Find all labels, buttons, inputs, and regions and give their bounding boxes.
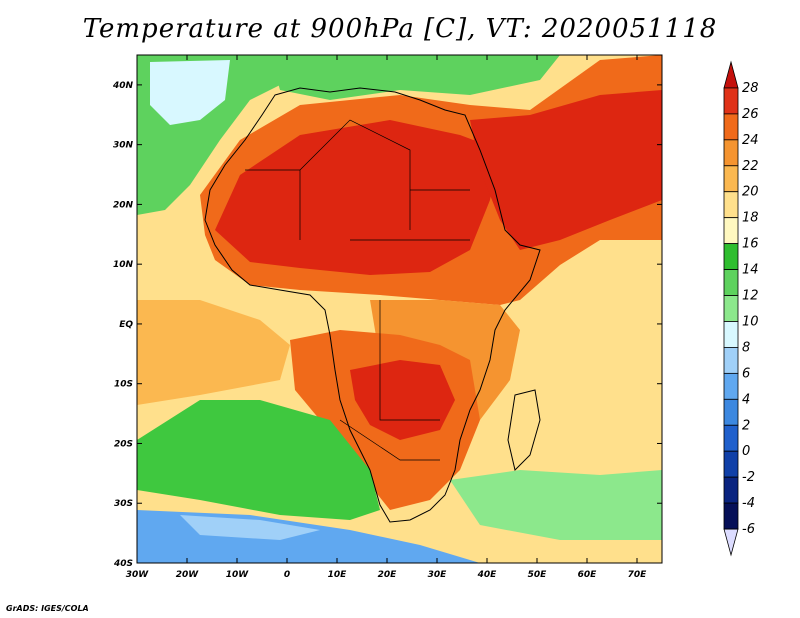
colorbar-swatch xyxy=(723,243,739,270)
temperature-field xyxy=(137,55,662,563)
colorbar-label: 22 xyxy=(742,159,759,174)
region-sahara-core xyxy=(215,120,500,275)
x-tick-label: 60E xyxy=(578,570,598,580)
x-tick-label: 40E xyxy=(477,570,498,580)
colorbar-label: 10 xyxy=(742,314,759,329)
colorbar-swatch xyxy=(723,269,739,296)
colorbar-swatch xyxy=(723,372,739,400)
colorbar-label: 28 xyxy=(742,81,759,96)
y-tick-label: 10S xyxy=(114,380,133,390)
y-tick-label: 40N xyxy=(112,81,134,91)
country-borders xyxy=(245,119,470,461)
colorbar-swatch xyxy=(723,87,739,115)
colorbar-swatch xyxy=(723,165,739,193)
x-tick-label: 10W xyxy=(226,570,250,580)
x-tick-label: 20W xyxy=(176,570,200,580)
colorbar-label: 12 xyxy=(742,289,759,304)
y-tick-label: 30S xyxy=(114,499,133,509)
colorbar-label: 26 xyxy=(742,107,759,122)
colorbar-swatch xyxy=(723,398,739,426)
x-tick-labels: 30W 20W 10W 0 10E 20E 30E 40E 50E 60E 70E xyxy=(126,570,647,580)
colorbar-label: -2 xyxy=(742,470,755,485)
colorbar-swatch xyxy=(723,191,739,219)
y-tick-label: 20S xyxy=(114,439,133,449)
colorbar xyxy=(723,60,739,557)
x-tick-label: 10E xyxy=(328,570,348,580)
x-tick-label: 20E xyxy=(378,570,398,580)
colorbar-label: 0 xyxy=(742,444,750,459)
colorbar-swatch xyxy=(723,295,739,322)
colorbar-label: 6 xyxy=(742,366,750,381)
x-tick-label: 30W xyxy=(126,570,150,580)
colorbar-swatch xyxy=(723,424,739,452)
map-title: Temperature at 900hPa [C], VT: 202005111… xyxy=(82,14,718,44)
colorbar-label: 16 xyxy=(742,237,759,252)
colorbar-swatch xyxy=(723,450,739,478)
credit-text: GrADS: IGES/COLA xyxy=(6,604,89,613)
colorbar-label: 20 xyxy=(742,185,759,200)
colorbar-swatch xyxy=(723,60,739,89)
colorbar-swatch xyxy=(723,139,739,167)
x-tick-label: 70E xyxy=(628,570,648,580)
colorbar-swatch xyxy=(723,476,739,504)
y-tick-label: 40S xyxy=(113,559,133,569)
region-south-atlantic-cool xyxy=(137,400,380,520)
y-tick-label: 10N xyxy=(113,260,134,270)
y-tick-labels: 40N 30N 20N 10N EQ 10S 20S 30S 40S xyxy=(112,81,134,569)
region-indian-ocean-cool xyxy=(450,470,662,540)
region-azores-pale xyxy=(150,60,230,125)
africa-coastline xyxy=(204,87,541,523)
region-western-atlantic-warm xyxy=(137,300,290,405)
colorbar-label: 14 xyxy=(742,263,759,278)
tick-marks xyxy=(136,55,662,564)
colorbar-label: -6 xyxy=(742,522,755,537)
y-tick-label: EQ xyxy=(119,320,133,330)
y-tick-label: 30N xyxy=(113,141,134,151)
colorbar-swatch xyxy=(723,528,739,557)
x-tick-label: 50E xyxy=(528,570,548,580)
colorbar-label: 18 xyxy=(742,211,759,226)
colorbar-swatch xyxy=(723,502,739,530)
colorbar-label: 8 xyxy=(742,340,750,355)
region-mediterranean-cool xyxy=(270,55,560,100)
colorbar-swatch xyxy=(723,113,739,141)
colorbar-label: 2 xyxy=(742,418,750,433)
colorbar-label: -4 xyxy=(742,496,755,511)
colorbar-swatch xyxy=(723,321,739,348)
colorbar-swatch xyxy=(723,347,739,374)
colorbar-label: 4 xyxy=(742,392,750,407)
colorbar-label: 24 xyxy=(742,133,759,148)
x-tick-label: 0 xyxy=(284,570,290,580)
region-arabia-core xyxy=(470,90,662,250)
y-tick-label: 20N xyxy=(113,200,134,210)
colorbar-swatch xyxy=(723,217,739,245)
region-southern-ocean-pale xyxy=(180,515,320,540)
x-tick-label: 30E xyxy=(428,570,448,580)
plot-frame xyxy=(136,54,663,564)
